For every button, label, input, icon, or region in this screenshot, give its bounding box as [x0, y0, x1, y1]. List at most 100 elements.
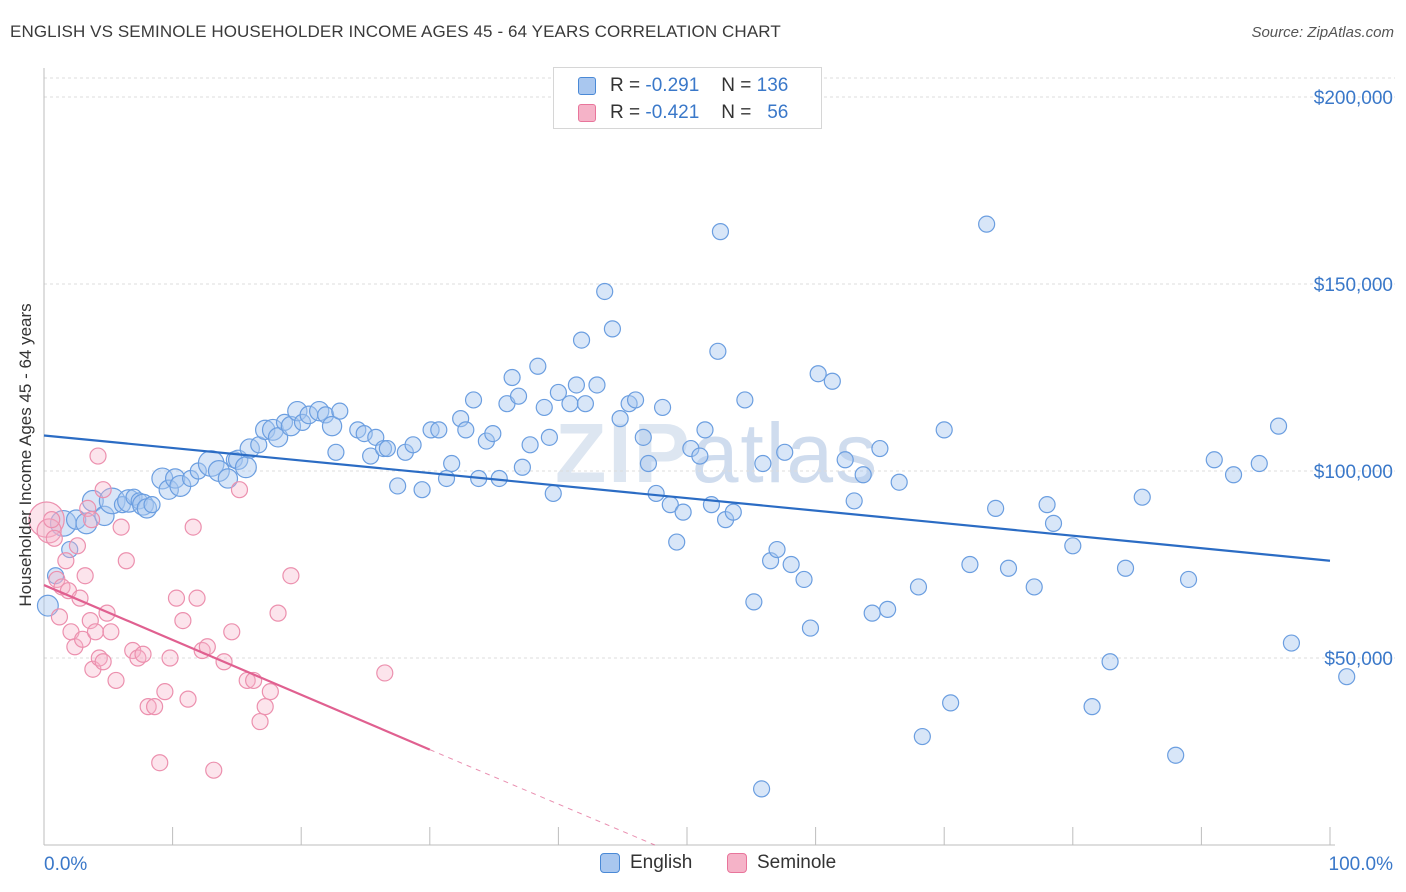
english-point	[1116, 559, 1135, 577]
english-point	[457, 421, 475, 439]
y-tick-label: $150,000	[1314, 275, 1393, 296]
english-point	[1269, 417, 1288, 435]
legend-item-seminole[interactable]: Seminole	[727, 852, 836, 874]
grid-lines	[44, 77, 1395, 659]
english-point	[389, 477, 407, 495]
english-point	[776, 443, 794, 461]
seminole-point	[179, 690, 197, 708]
english-point	[549, 383, 568, 402]
seminole-point	[188, 589, 206, 607]
english-point	[1083, 698, 1101, 716]
english-point	[696, 421, 714, 439]
y-tick-label: $200,000	[1314, 88, 1393, 109]
english-point	[521, 436, 539, 454]
english-point	[452, 410, 470, 428]
seminole-point	[79, 499, 97, 517]
english-point	[626, 391, 645, 409]
legend-r-label: R =	[610, 102, 641, 123]
english-point	[745, 593, 763, 611]
trend-lines	[43, 434, 1331, 846]
tick-labels: $50,000 $100,000 $150,000 $200,000 0.0% 100.0…	[44, 88, 1393, 875]
english-point	[823, 372, 841, 390]
english-point	[801, 619, 820, 637]
seminole-point	[251, 712, 269, 731]
english-point	[909, 578, 928, 596]
english-point	[287, 400, 308, 422]
english-point	[879, 600, 897, 618]
seminole-point	[86, 623, 105, 641]
legend-row-seminole: R = -0.421 N = 56	[578, 101, 788, 125]
legend-label-seminole: Seminole	[757, 852, 837, 873]
english-point	[809, 365, 827, 383]
legend-n-value: 136	[756, 75, 789, 96]
english-point	[484, 425, 502, 443]
seminole-point	[112, 518, 130, 536]
english-point	[611, 410, 629, 428]
english-point	[1101, 653, 1119, 671]
english-point	[321, 415, 343, 437]
english-point	[374, 439, 393, 458]
english-point	[143, 496, 161, 514]
legend-label-english: English	[630, 852, 693, 873]
english-point	[736, 391, 754, 409]
english-point	[1282, 634, 1301, 652]
seminole-point	[269, 604, 287, 622]
english-point	[711, 223, 730, 241]
english-point	[98, 487, 126, 515]
legend-item-english[interactable]: English	[600, 852, 692, 874]
seminole-point	[230, 481, 249, 499]
english-point	[1205, 451, 1223, 469]
english-point	[752, 780, 771, 798]
seminole-trend-extension	[429, 749, 656, 846]
english-point	[845, 492, 863, 510]
seminole-point	[76, 567, 94, 585]
seminole-point	[36, 518, 62, 544]
english-point	[674, 503, 692, 521]
legend-n-label: N =	[721, 102, 752, 123]
series-legend: English Seminole	[0, 852, 1406, 878]
seminole-point	[184, 518, 202, 536]
legend-r-label: R =	[610, 75, 641, 96]
seminole-point	[261, 683, 279, 701]
seminole-point	[68, 537, 87, 555]
chart-title: ENGLISH VS SEMINOLE HOUSEHOLDER INCOME A…	[10, 22, 781, 41]
english-point	[588, 376, 606, 394]
english-point	[529, 357, 547, 375]
seminole-point	[117, 552, 135, 570]
seminole-points	[28, 447, 394, 779]
english-point	[567, 376, 586, 394]
english-point	[999, 559, 1018, 577]
y-tick-label: $100,000	[1314, 462, 1393, 483]
english-point	[130, 492, 148, 510]
english-point	[1044, 514, 1063, 532]
english-point	[1025, 578, 1043, 596]
english-point	[327, 443, 345, 461]
seminole-point	[223, 623, 241, 641]
seminole-point	[174, 611, 192, 630]
watermark-atlas: atlas	[691, 406, 880, 500]
seminole-point	[102, 623, 120, 641]
english-point	[890, 473, 908, 491]
english-point	[1167, 746, 1185, 764]
english-point	[709, 342, 727, 360]
english-point	[1224, 466, 1243, 484]
english-point	[653, 398, 672, 417]
seminole-point	[94, 481, 112, 499]
english-point	[239, 438, 260, 459]
seminole-point	[139, 698, 157, 716]
english-point	[1038, 496, 1056, 514]
english-point	[362, 447, 380, 465]
english-point	[978, 215, 996, 233]
english-point	[413, 481, 431, 499]
seminole-point	[376, 664, 394, 682]
english-point	[561, 395, 579, 413]
english-point	[854, 466, 872, 484]
legend-swatch-english	[600, 853, 620, 873]
english-point	[535, 398, 553, 417]
english-point	[1250, 454, 1268, 473]
seminole-point	[57, 552, 75, 570]
english-point	[1179, 570, 1198, 589]
english-point	[647, 484, 665, 503]
seminole-point	[43, 511, 61, 529]
